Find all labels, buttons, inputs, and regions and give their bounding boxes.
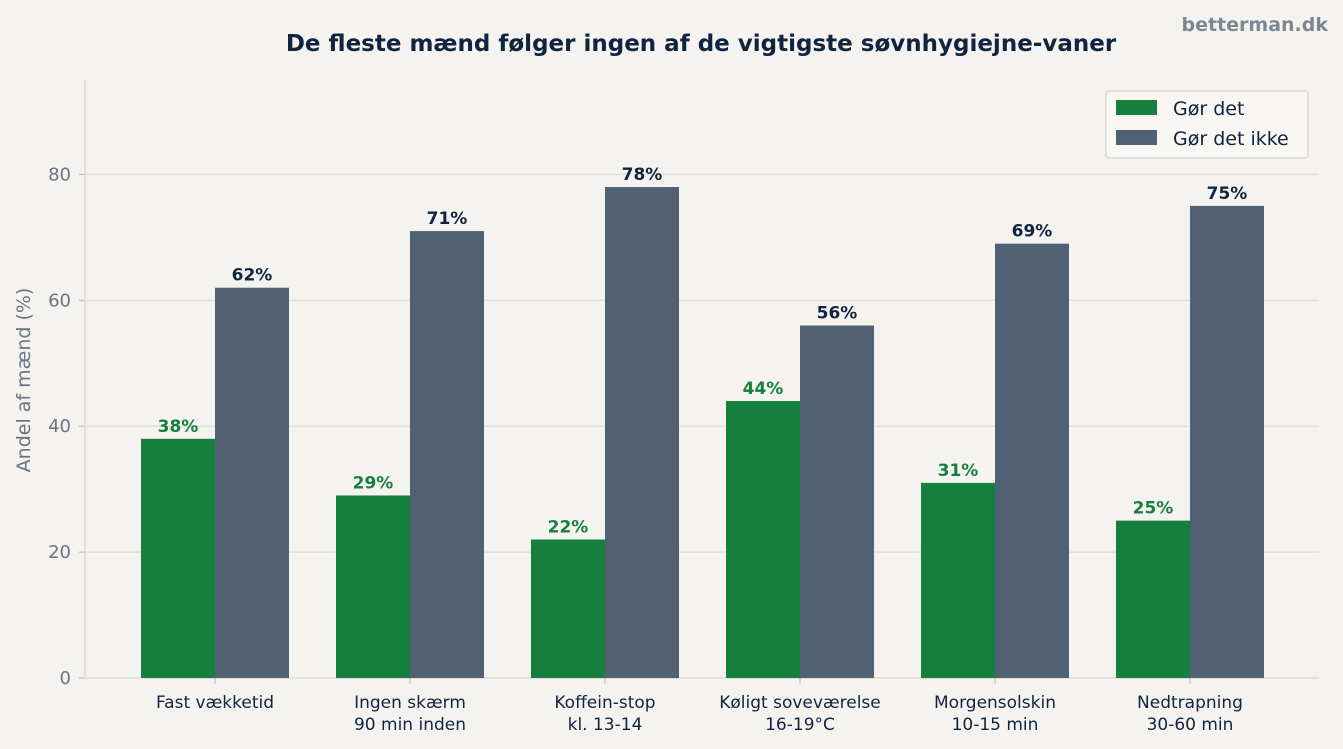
- value-label-dont-3: 56%: [817, 303, 858, 323]
- x-tick-label-line: 30-60 min: [1147, 715, 1234, 735]
- legend-swatch-1: [1116, 130, 1157, 145]
- x-tick-label-0: Fast vækketid: [156, 693, 274, 713]
- bar-do-4: [921, 482, 995, 678]
- y-tick-label-60: 60: [48, 290, 71, 311]
- y-tick-label-0: 0: [60, 668, 71, 689]
- bar-do-5: [1116, 520, 1190, 678]
- axes: [79, 80, 1319, 684]
- value-labels: 38% 62% 29% 71% 22% 78% 44% 56% 31% 69% 25% 75%: [158, 165, 1248, 538]
- x-tick-label-3: Køligt soveværelse 16-19°C: [719, 693, 881, 735]
- bars: [141, 187, 1264, 679]
- legend: Gør det Gør det ikke: [1105, 90, 1309, 159]
- bar-do-2: [531, 539, 605, 678]
- x-tick-label-line: Fast vækketid: [156, 693, 274, 713]
- x-tick-label-line: Køligt soveværelse: [719, 693, 881, 713]
- value-label-do-2: 22%: [548, 518, 589, 538]
- x-tick-label-1: Ingen skærm 90 min inden: [354, 693, 466, 735]
- value-label-dont-1: 71%: [427, 209, 468, 229]
- y-axis-label: Andel af mænd (%): [13, 288, 35, 473]
- y-tick-label-40: 40: [48, 416, 71, 437]
- watermark: betterman.dk: [1181, 14, 1328, 36]
- y-tick-label-80: 80: [48, 164, 71, 185]
- legend-label-1: Gør det ikke: [1173, 128, 1289, 150]
- bar-do-0: [141, 438, 215, 678]
- x-tick-label-line: 10-15 min: [952, 715, 1039, 735]
- value-label-do-5: 25%: [1133, 499, 1174, 519]
- value-label-dont-2: 78%: [622, 165, 663, 185]
- tick-labels: 0 20 40 60 80 Fast vækketid Ingen skærm 90 min …: [48, 164, 1243, 735]
- x-tick-label-line: 16-19°C: [765, 715, 835, 735]
- value-label-do-3: 44%: [743, 379, 784, 399]
- bar-dont-5: [1190, 205, 1264, 679]
- bar-dont-1: [410, 231, 484, 679]
- bar-dont-2: [605, 187, 679, 678]
- x-tick-label-line: Nedtrapning: [1137, 693, 1243, 713]
- x-tick-label-line: kl. 13-14: [568, 715, 643, 735]
- x-tick-label-2: Koffein-stop kl. 13-14: [554, 693, 655, 735]
- grid-lines: [85, 173, 1319, 553]
- x-tick-label-line: 90 min inden: [354, 715, 466, 735]
- x-tick-label-line: Koffein-stop: [554, 693, 655, 713]
- value-label-do-0: 38%: [158, 417, 199, 437]
- value-label-dont-4: 69%: [1012, 222, 1053, 242]
- y-tick-label-20: 20: [48, 542, 71, 563]
- bar-dont-3: [800, 325, 874, 678]
- value-label-dont-0: 62%: [232, 266, 273, 286]
- value-label-do-1: 29%: [353, 473, 394, 493]
- bar-dont-0: [215, 287, 289, 678]
- value-label-do-4: 31%: [938, 461, 979, 481]
- x-tick-label-line: Morgensolskin: [934, 693, 1056, 713]
- value-label-dont-5: 75%: [1207, 184, 1248, 204]
- x-tick-label-4: Morgensolskin 10-15 min: [934, 693, 1056, 735]
- legend-label-0: Gør det: [1173, 98, 1244, 120]
- bar-do-1: [336, 495, 410, 678]
- chart-title: De fleste mænd følger ingen af de vigtig…: [286, 31, 1117, 57]
- bar-do-3: [726, 401, 800, 678]
- bar-dont-4: [995, 243, 1069, 679]
- x-tick-label-5: Nedtrapning 30-60 min: [1137, 693, 1243, 735]
- legend-swatch-0: [1116, 100, 1157, 115]
- x-tick-label-line: Ingen skærm: [354, 693, 466, 713]
